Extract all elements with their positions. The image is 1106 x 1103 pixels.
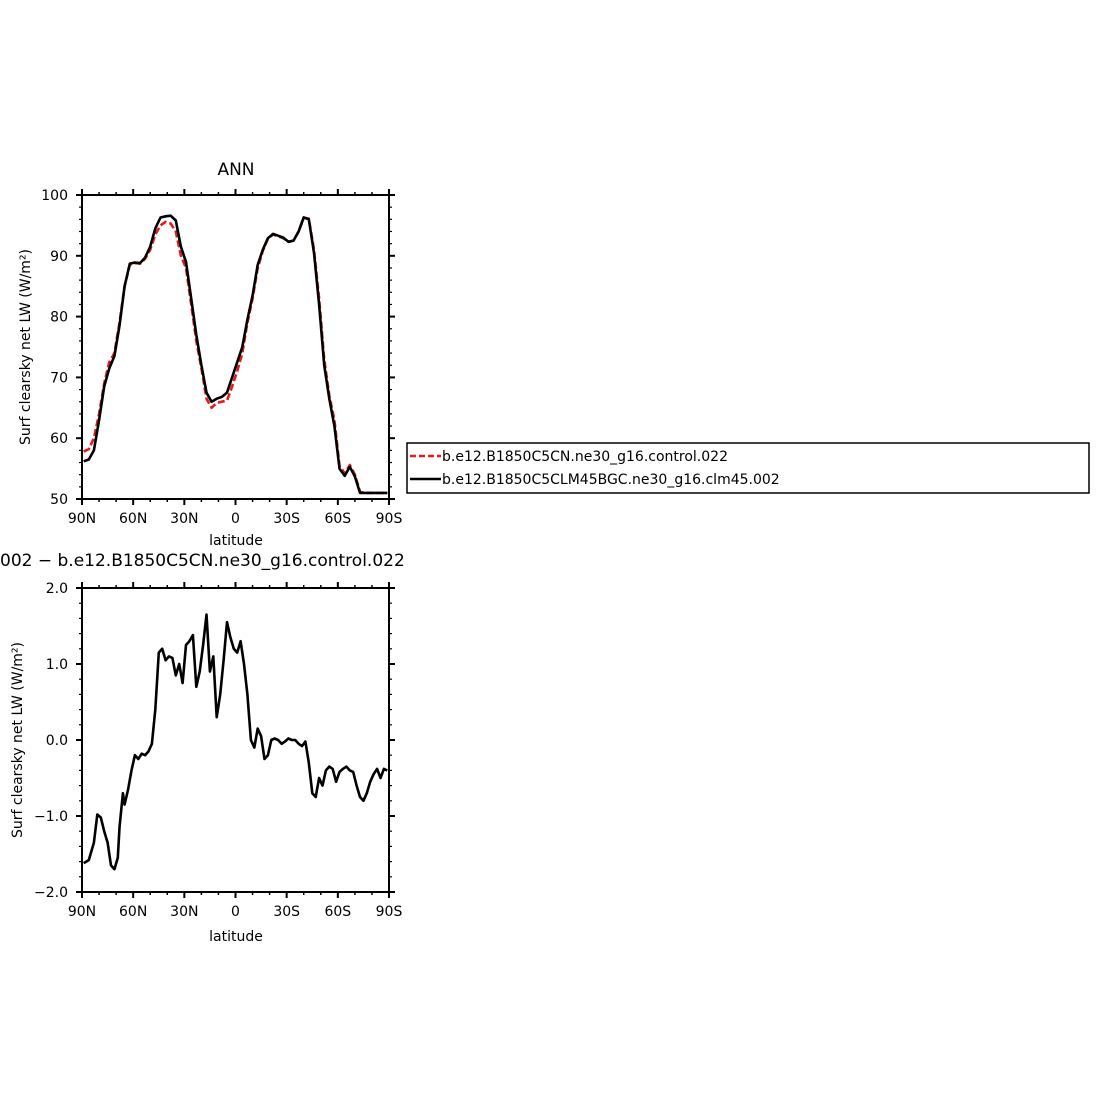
top-x-tick-label: 30S <box>273 511 300 527</box>
top-y-tick-label: 60 <box>50 431 68 447</box>
top-chart-title: ANN <box>217 160 254 180</box>
bottom-axis-ticks: 90N 60N 30N 0 30S 60S 90S −2.0 −1.0 0.0 1.0 2.0 <box>34 581 402 920</box>
legend-label-clm45: b.e12.B1850C5CLM45BGC.ne30_g16.clm45.002 <box>442 472 780 488</box>
bottom-y-tick-label: 1.0 <box>46 657 68 673</box>
top-y-tick-label: 80 <box>50 310 68 326</box>
top-plot-frame <box>81 194 390 500</box>
bottom-x-tick-label: 0 <box>231 904 240 920</box>
bottom-series-group <box>83 613 388 871</box>
top-x-tick-label: 60N <box>119 511 147 527</box>
top-x-axis-label: latitude <box>209 533 263 549</box>
top-y-tick-label: 70 <box>50 370 68 386</box>
bottom-x-axis-label: latitude <box>209 929 263 945</box>
bottom-y-tick-label: 2.0 <box>46 581 68 597</box>
top-x-tick-label: 0 <box>231 511 240 527</box>
bottom-x-tick-label: 30S <box>273 904 300 920</box>
top-x-tick-label: 90S <box>376 511 403 527</box>
bottom-x-tick-label: 30N <box>170 904 198 920</box>
top-y-tick-label: 100 <box>41 188 68 204</box>
bottom-series-line-0 <box>83 613 388 871</box>
top-y-tick-label: 50 <box>50 492 68 508</box>
legend-box <box>406 442 1090 494</box>
bottom-x-tick-label: 90N <box>68 904 96 920</box>
top-x-tick-label: 30N <box>170 511 198 527</box>
top-panel: ANN 90N 60N 30N 0 30S 60S 90S 50 60 70 80 90 100 lat… <box>18 160 402 549</box>
bottom-x-tick-label: 60S <box>324 904 351 920</box>
bottom-y-tick-label: −2.0 <box>34 885 68 901</box>
bottom-y-axis-label: Surf clearsky net LW (W/m²) <box>10 642 26 838</box>
top-series-line-0 <box>83 216 388 495</box>
top-x-tick-label: 60S <box>324 511 351 527</box>
bottom-y-tick-label: −1.0 <box>34 809 68 825</box>
bottom-x-tick-label: 90S <box>376 904 403 920</box>
bottom-y-tick-label: 0.0 <box>46 733 68 749</box>
top-y-axis-label: Surf clearsky net LW (W/m²) <box>18 249 34 445</box>
top-y-tick-label: 90 <box>50 249 68 265</box>
bottom-x-tick-label: 60N <box>119 904 147 920</box>
legend-label-control: b.e12.B1850C5CN.ne30_g16.control.022 <box>442 449 728 465</box>
top-series-group <box>83 214 388 495</box>
top-axis-ticks: 90N 60N 30N 0 30S 60S 90S 50 60 70 80 90 100 <box>41 188 402 527</box>
top-series-line-1 <box>83 214 388 495</box>
bottom-chart-title: 002 − b.e12.B1850C5CN.ne30_g16.control.0… <box>0 551 405 571</box>
legend: b.e12.B1850C5CN.ne30_g16.control.022 b.e… <box>406 442 1090 494</box>
bottom-panel: 002 − b.e12.B1850C5CN.ne30_g16.control.0… <box>0 551 405 945</box>
bottom-plot-frame <box>81 587 390 893</box>
top-x-tick-label: 90N <box>68 511 96 527</box>
